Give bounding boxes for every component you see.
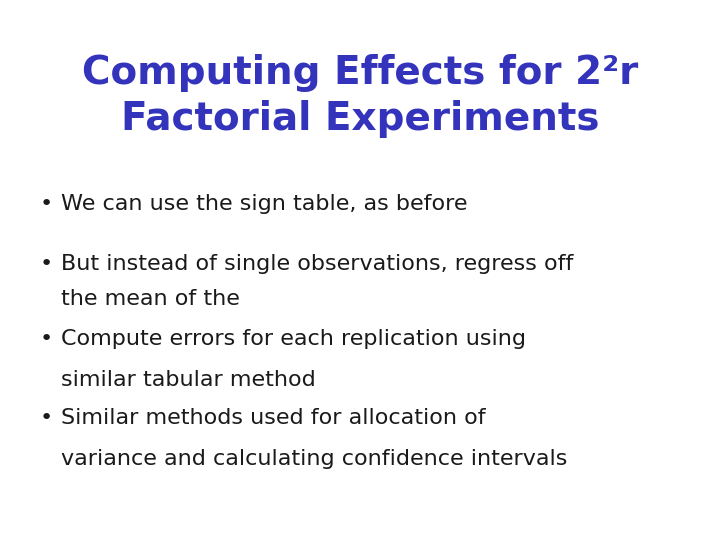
Text: •: •: [40, 194, 53, 214]
Text: the mean of the: the mean of the: [61, 289, 247, 309]
Text: Factorial Experiments: Factorial Experiments: [121, 100, 599, 138]
Text: variance and calculating confidence intervals: variance and calculating confidence inte…: [61, 449, 567, 469]
Text: But instead of single observations, regress off: But instead of single observations, regr…: [61, 254, 574, 274]
Text: •: •: [40, 329, 53, 349]
Text: Similar methods used for allocation of: Similar methods used for allocation of: [61, 408, 486, 428]
Text: Compute errors for each replication using: Compute errors for each replication usin…: [61, 329, 526, 349]
Text: •: •: [40, 254, 53, 274]
Text: similar tabular method: similar tabular method: [61, 370, 316, 390]
Text: We can use the sign table, as before: We can use the sign table, as before: [61, 194, 468, 214]
Text: Computing Effects for 2²r: Computing Effects for 2²r: [82, 54, 638, 92]
Text: •: •: [40, 408, 53, 428]
